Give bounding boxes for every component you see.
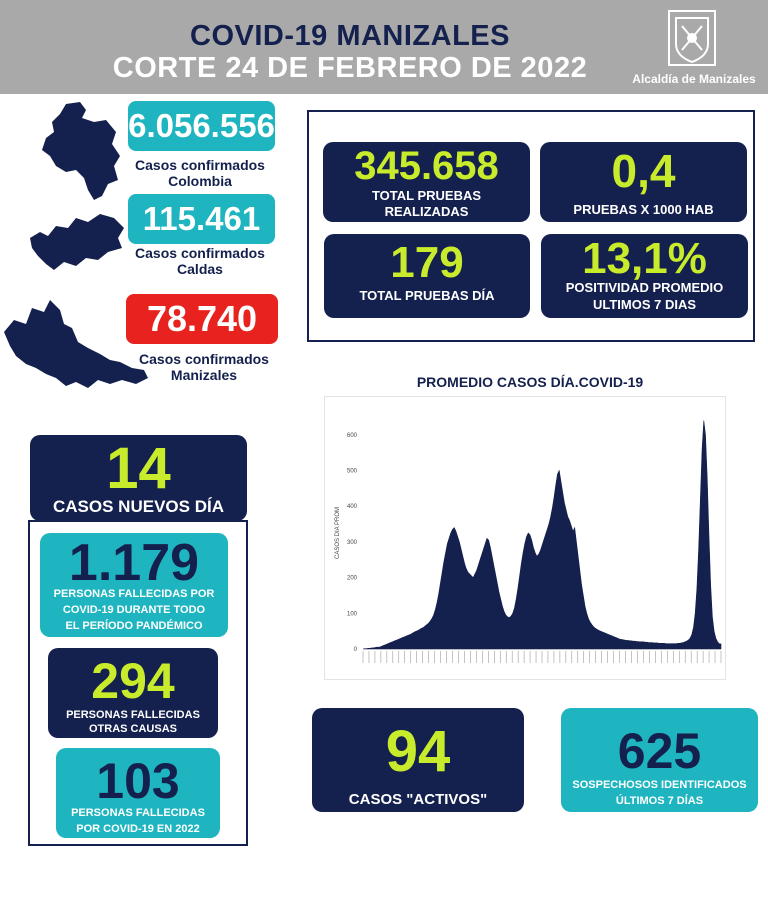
caldas-cases-value: 115.461 bbox=[128, 194, 275, 244]
tests-today-value: 179 bbox=[390, 238, 464, 287]
manizales-cases-label: Casos confirmados Manizales bbox=[124, 351, 284, 383]
tests-per-1000-card: 0,4 PRUEBAS X 1000 HAB bbox=[540, 142, 747, 222]
alcaldia-logo-icon bbox=[668, 10, 716, 66]
tests-panel bbox=[307, 110, 755, 342]
colombia-cases-label: Casos confirmados Colombia bbox=[120, 157, 280, 189]
org-name: Alcaldía de Manizales bbox=[632, 72, 756, 86]
other-deaths-card: 294 PERSONAS FALLECIDAS OTRAS CAUSAS bbox=[48, 648, 218, 738]
series-area bbox=[362, 420, 722, 650]
y-tick-label: 400 bbox=[347, 504, 358, 510]
new-cases-label: CASOS NUEVOS DÍA bbox=[53, 497, 224, 516]
cases-chart-svg: CASOS DIA PROM 0 100 200 300 400 500 600 bbox=[335, 420, 722, 663]
y-axis-label: CASOS DIA PROM bbox=[335, 507, 341, 559]
y-tick-label: 600 bbox=[347, 433, 358, 439]
total-deaths-card: 1.179 PERSONAS FALLECIDAS POR COVID-19 D… bbox=[40, 533, 228, 637]
y-tick-label: 0 bbox=[354, 647, 358, 653]
tests-per-1000-label: PRUEBAS X 1000 HAB bbox=[573, 202, 714, 217]
total-tests-label-line2: REALIZADAS bbox=[384, 204, 469, 219]
colombia-label-line2: Colombia bbox=[168, 173, 232, 189]
suspects-label-line1: SOSPECHOSOS IDENTIFICADOS bbox=[572, 779, 747, 791]
manizales-label-line1: Casos confirmados bbox=[139, 351, 269, 367]
positivity-value: 13,1% bbox=[582, 234, 707, 283]
colombia-map-icon bbox=[36, 100, 124, 204]
header-banner: COVID-19 MANIZALES CORTE 24 DE FEBRERO D… bbox=[0, 0, 768, 94]
deaths-2022-card: 103 PERSONAS FALLECIDAS POR COVID-19 EN … bbox=[56, 748, 220, 838]
caldas-label-line2: Caldas bbox=[177, 261, 223, 277]
caldas-map-icon bbox=[28, 208, 128, 278]
total-tests-value: 345.658 bbox=[354, 144, 499, 188]
positivity-label-line1: POSITIVIDAD PROMEDIO bbox=[565, 280, 724, 295]
active-cases-label: CASOS "ACTIVOS" bbox=[348, 791, 488, 808]
cases-chart: CASOS DIA PROM 0 100 200 300 400 500 600 bbox=[324, 396, 726, 680]
caldas-cases-label: Casos confirmados Caldas bbox=[120, 245, 280, 277]
chart-title: PROMEDIO CASOS DÍA.COVID-19 bbox=[416, 374, 644, 390]
other-deaths-value: 294 bbox=[91, 653, 175, 709]
total-deaths-value: 1.179 bbox=[68, 534, 200, 592]
new-cases-value: 14 bbox=[106, 436, 171, 501]
other-deaths-label-line1: PERSONAS FALLECIDAS bbox=[66, 709, 200, 721]
colombia-label-line1: Casos confirmados bbox=[135, 157, 265, 173]
page-title: COVID-19 MANIZALES bbox=[190, 20, 510, 52]
total-deaths-label-line3: EL PERÍODO PANDÉMICO bbox=[65, 620, 203, 632]
manizales-label-line2: Manizales bbox=[170, 367, 238, 383]
positivity-label-line2: ULTIMOS 7 DIAS bbox=[592, 297, 697, 312]
suspects-card: 625 SOSPECHOSOS IDENTIFICADOS ÚLTIMOS 7 … bbox=[561, 708, 758, 812]
total-deaths-label-line1: PERSONAS FALLECIDAS POR bbox=[53, 588, 215, 600]
y-tick-label: 300 bbox=[347, 540, 358, 546]
new-cases-card: 14 CASOS NUEVOS DÍA bbox=[30, 435, 247, 521]
total-tests-card: 345.658 TOTAL PRUEBAS REALIZADAS bbox=[323, 142, 530, 222]
manizales-map-icon bbox=[2, 298, 150, 398]
y-tick-label: 200 bbox=[347, 576, 358, 582]
deaths-2022-label-line1: PERSONAS FALLECIDAS bbox=[71, 807, 205, 819]
total-tests-label-line1: TOTAL PRUEBAS bbox=[371, 188, 482, 203]
y-tick-label: 100 bbox=[347, 611, 358, 617]
other-deaths-label-line2: OTRAS CAUSAS bbox=[88, 723, 177, 735]
manizales-cases-value: 78.740 bbox=[126, 294, 278, 344]
page-subtitle: CORTE 24 DE FEBRERO DE 2022 bbox=[112, 52, 588, 84]
colombia-cases-value: 6.056.556 bbox=[128, 101, 275, 151]
caldas-label-line1: Casos confirmados bbox=[135, 245, 265, 261]
deaths-2022-label-line2: POR COVID-19 EN 2022 bbox=[76, 823, 200, 835]
tests-today-card: 179 TOTAL PRUEBAS DÍA bbox=[324, 234, 530, 318]
suspects-value: 625 bbox=[617, 723, 702, 779]
tests-today-label: TOTAL PRUEBAS DÍA bbox=[359, 288, 495, 303]
tests-per-1000-value: 0,4 bbox=[611, 145, 676, 197]
deaths-2022-value: 103 bbox=[96, 753, 180, 809]
active-cases-value: 94 bbox=[385, 719, 451, 784]
deaths-panel bbox=[28, 520, 248, 846]
suspects-label-line2: ÚLTIMOS 7 DÍAS bbox=[615, 795, 704, 807]
y-tick-label: 500 bbox=[347, 469, 358, 475]
total-deaths-label-line2: COVID-19 DURANTE TODO bbox=[62, 604, 206, 616]
positivity-card: 13,1% POSITIVIDAD PROMEDIO ULTIMOS 7 DIA… bbox=[541, 234, 748, 318]
active-cases-card: 94 CASOS "ACTIVOS" bbox=[312, 708, 524, 812]
